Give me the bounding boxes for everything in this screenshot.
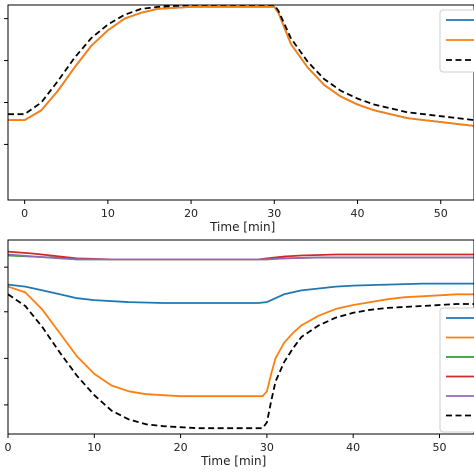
x-tick-label: 10 bbox=[87, 441, 101, 454]
series-line-2 bbox=[8, 285, 474, 398]
top-chart: 0 10 20 30 40 50 Time [min] bbox=[4, 4, 474, 234]
x-tick-label: 30 bbox=[260, 441, 274, 454]
legend bbox=[439, 307, 474, 433]
series-line-2 bbox=[8, 6, 474, 127]
x-tick-label: 40 bbox=[351, 207, 365, 220]
series-line-3 bbox=[8, 5, 474, 121]
x-tick-label: 40 bbox=[346, 441, 360, 454]
series-group bbox=[8, 250, 474, 430]
x-tick-label: 0 bbox=[21, 207, 28, 220]
x-tick-label: 50 bbox=[432, 441, 446, 454]
x-tick-label: 20 bbox=[184, 207, 198, 220]
x-axis-label: Time [min] bbox=[200, 454, 266, 468]
series-line-1 bbox=[8, 282, 474, 304]
legend-box bbox=[439, 9, 474, 73]
series-line-1 bbox=[8, 6, 474, 127]
series-line-5 bbox=[8, 253, 474, 261]
axes-frame bbox=[7, 239, 474, 435]
legend-box bbox=[439, 307, 474, 433]
x-axis-label: Time [min] bbox=[209, 220, 275, 234]
series-line-6 bbox=[8, 293, 474, 430]
legend bbox=[439, 9, 474, 73]
x-tick-label: 0 bbox=[5, 441, 12, 454]
x-tick-label: 20 bbox=[174, 441, 188, 454]
series-group bbox=[8, 5, 474, 127]
x-tick-label: 10 bbox=[101, 207, 115, 220]
x-tick-label: 30 bbox=[267, 207, 281, 220]
axes-frame bbox=[7, 4, 474, 201]
x-tick-label: 50 bbox=[434, 207, 448, 220]
bottom-chart: 0 10 20 30 40 50 Time [min] bbox=[4, 239, 474, 468]
